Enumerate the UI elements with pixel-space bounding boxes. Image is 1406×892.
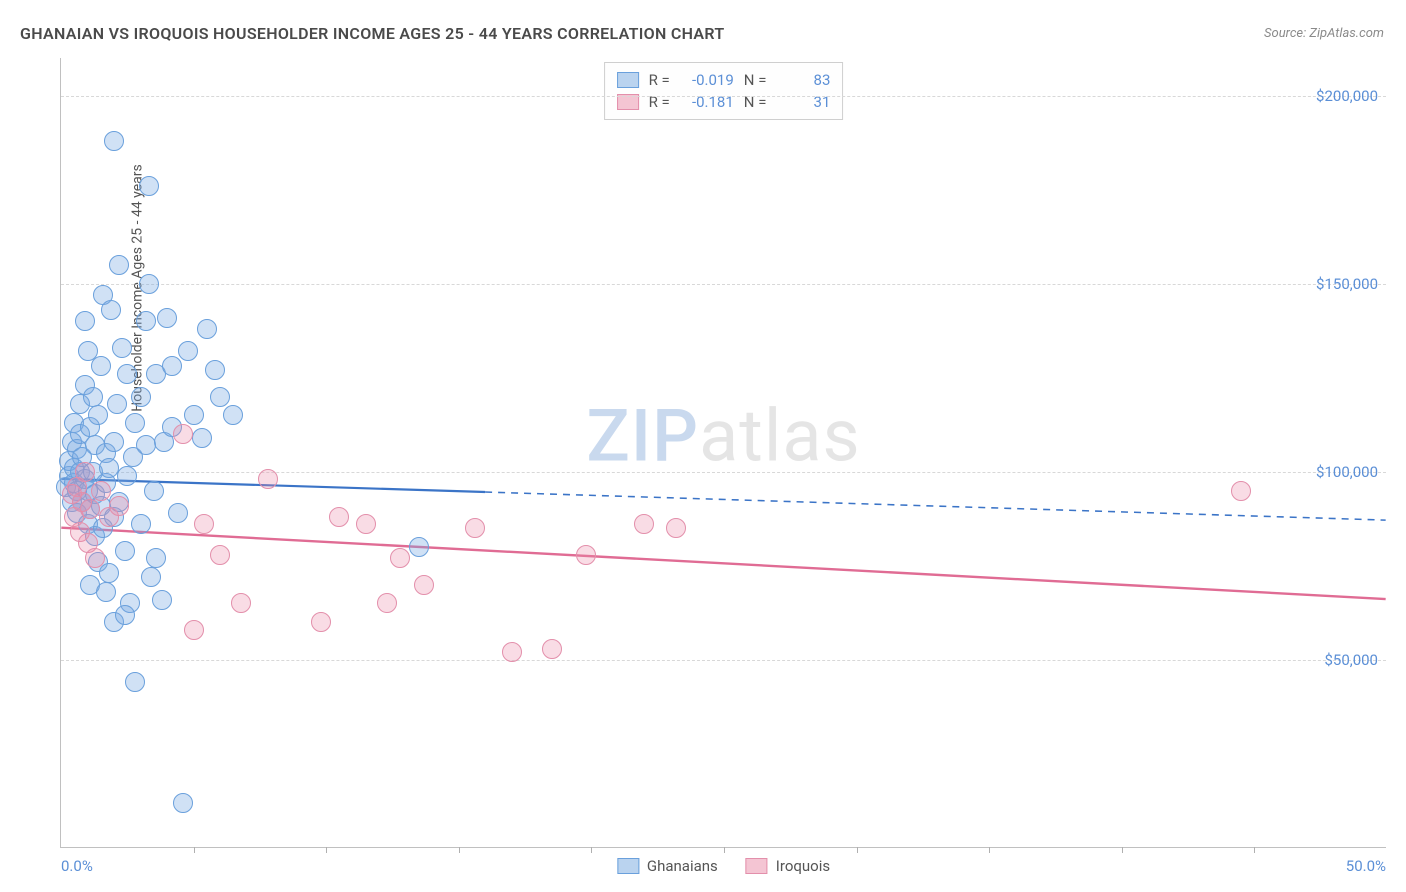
data-point — [99, 458, 119, 478]
legend-item-iroquois: Iroquois — [746, 857, 830, 875]
data-point — [139, 274, 159, 294]
data-point — [194, 514, 214, 534]
data-point — [152, 590, 172, 610]
trend-lines-layer — [61, 58, 1386, 847]
data-point — [144, 481, 164, 501]
x-tick-mark — [724, 847, 725, 853]
data-point — [197, 319, 217, 339]
data-point — [85, 548, 105, 568]
data-point — [162, 356, 182, 376]
data-point — [115, 605, 135, 625]
data-point — [101, 300, 121, 320]
data-point — [83, 387, 103, 407]
x-tick-mark — [194, 847, 195, 853]
data-point — [141, 567, 161, 587]
data-point — [168, 503, 188, 523]
data-point — [210, 387, 230, 407]
data-point — [115, 541, 135, 561]
y-tick-label: $200,000 — [1316, 87, 1378, 105]
x-tick-mark — [591, 847, 592, 853]
swatch-pink-icon — [746, 858, 768, 874]
data-point — [356, 514, 376, 534]
plot-area: ZIPatlas R = -0.019 N = 83 R = -0.181 N … — [60, 58, 1386, 848]
data-point — [112, 338, 132, 358]
data-point — [634, 514, 654, 534]
trend-line-solid — [61, 528, 1385, 599]
data-point — [109, 496, 129, 516]
data-point — [173, 793, 193, 813]
data-point — [80, 499, 100, 519]
data-point — [104, 432, 124, 452]
data-point — [542, 639, 562, 659]
data-point — [117, 466, 137, 486]
data-point — [210, 545, 230, 565]
data-point — [329, 507, 349, 527]
data-point — [117, 364, 137, 384]
series-legend: Ghanaians Iroquois — [617, 857, 830, 875]
y-tick-label: $50,000 — [1324, 651, 1378, 669]
source-attribution: Source: ZipAtlas.com — [1264, 26, 1384, 41]
data-point — [139, 176, 159, 196]
legend-label: Iroquois — [776, 857, 830, 875]
x-tick-label: 0.0% — [61, 857, 93, 875]
data-point — [91, 356, 111, 376]
data-point — [96, 582, 116, 602]
data-point — [88, 405, 108, 425]
data-point — [311, 612, 331, 632]
data-point — [104, 131, 124, 151]
data-point — [409, 537, 429, 557]
data-point — [414, 575, 434, 595]
data-point — [173, 424, 193, 444]
data-point — [465, 518, 485, 538]
y-tick-label: $150,000 — [1316, 275, 1378, 293]
data-point — [136, 311, 156, 331]
data-point — [223, 405, 243, 425]
data-point — [192, 428, 212, 448]
x-tick-mark — [1122, 847, 1123, 853]
data-point — [157, 308, 177, 328]
data-point — [131, 387, 151, 407]
data-point — [205, 360, 225, 380]
y-tick-label: $100,000 — [1316, 463, 1378, 481]
data-point — [99, 563, 119, 583]
swatch-blue-icon — [617, 858, 639, 874]
data-point — [125, 413, 145, 433]
data-point — [109, 255, 129, 275]
data-point — [125, 672, 145, 692]
x-tick-label: 50.0% — [1346, 857, 1386, 875]
data-point — [390, 548, 410, 568]
data-point — [131, 514, 151, 534]
legend-item-ghanaians: Ghanaians — [617, 857, 718, 875]
data-point — [377, 593, 397, 613]
data-point — [258, 469, 278, 489]
data-point — [75, 311, 95, 331]
data-point — [136, 435, 156, 455]
trend-line-dashed — [485, 492, 1386, 520]
legend-label: Ghanaians — [647, 857, 718, 875]
x-tick-mark — [857, 847, 858, 853]
x-tick-mark — [459, 847, 460, 853]
data-point — [146, 548, 166, 568]
data-point — [502, 642, 522, 662]
chart-container: GHANAIAN VS IROQUOIS HOUSEHOLDER INCOME … — [0, 0, 1406, 892]
data-point — [231, 593, 251, 613]
x-tick-mark — [1254, 847, 1255, 853]
data-point — [576, 545, 596, 565]
x-tick-mark — [326, 847, 327, 853]
data-point — [184, 620, 204, 640]
data-point — [1231, 481, 1251, 501]
gridline — [61, 660, 1386, 661]
data-point — [184, 405, 204, 425]
data-point — [178, 341, 198, 361]
data-point — [107, 394, 127, 414]
gridline — [61, 96, 1386, 97]
data-point — [75, 462, 95, 482]
chart-title: GHANAIAN VS IROQUOIS HOUSEHOLDER INCOME … — [20, 24, 724, 43]
gridline — [61, 284, 1386, 285]
data-point — [666, 518, 686, 538]
x-tick-mark — [989, 847, 990, 853]
data-point — [91, 481, 111, 501]
